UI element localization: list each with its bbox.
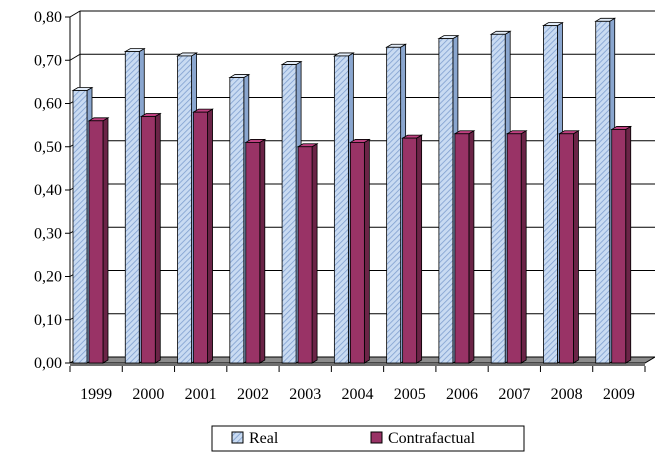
y-tick-label: 0,50 bbox=[34, 139, 62, 156]
bar-side bbox=[311, 143, 318, 364]
bar-front bbox=[490, 33, 506, 364]
bar-front bbox=[402, 137, 418, 364]
bar-front bbox=[229, 77, 245, 364]
bar-front bbox=[88, 120, 104, 364]
bar-side bbox=[102, 117, 109, 364]
y-tick-label: 0,00 bbox=[34, 355, 62, 372]
bar-front bbox=[559, 133, 574, 364]
bar-front bbox=[386, 46, 402, 364]
bar-contrafactual-2000 bbox=[139, 112, 162, 364]
gridline-depth bbox=[69, 10, 81, 18]
y-tick-label: 0,10 bbox=[34, 312, 62, 329]
bar-contrafactual-2007 bbox=[505, 130, 528, 364]
legend-box bbox=[211, 425, 525, 452]
bar-front bbox=[543, 25, 558, 364]
bar-side bbox=[207, 108, 213, 364]
bar-side bbox=[363, 138, 370, 364]
bar-front bbox=[611, 129, 627, 364]
x-tick-label: 2003 bbox=[289, 386, 321, 403]
x-tick-label: 2008 bbox=[551, 386, 583, 403]
bar-front bbox=[193, 111, 208, 364]
bar-side bbox=[259, 138, 266, 364]
labels: 0,00 0,10 0,20 0,30 0,40 0,50 0,60 0,70 0,80 1999… bbox=[34, 9, 635, 403]
bar-contrafactual-2009 bbox=[610, 125, 633, 364]
bar-front bbox=[281, 64, 297, 364]
bar-front bbox=[245, 142, 261, 364]
y-tick-label: 0,30 bbox=[34, 225, 62, 242]
x-tick-label: 1999 bbox=[80, 386, 112, 403]
bar-contrafactual-2005 bbox=[401, 134, 424, 364]
bar-contrafactual-2003 bbox=[296, 143, 319, 364]
y-tick-label: 0,40 bbox=[34, 182, 62, 199]
y-tick-label: 0,60 bbox=[34, 96, 62, 113]
y-tick-label: 0,80 bbox=[34, 9, 62, 26]
bar-contrafactual-2004 bbox=[348, 138, 371, 364]
legend-label-contrafactual: Contrafactual bbox=[388, 430, 476, 447]
y-tick-label: 0,20 bbox=[34, 269, 62, 286]
bar-side bbox=[573, 130, 579, 364]
bar-side bbox=[520, 130, 527, 364]
bar-side bbox=[468, 130, 475, 364]
legend: Real Contrafactual bbox=[211, 425, 525, 452]
bar-real-2005 bbox=[385, 43, 408, 364]
gridline-depth bbox=[69, 53, 81, 61]
bar-contrafactual-2001 bbox=[192, 108, 214, 364]
x-tick-label: 2007 bbox=[498, 386, 530, 403]
x-tick-label: 2005 bbox=[394, 386, 426, 403]
bar-front bbox=[72, 90, 88, 364]
x-tick-label: 2006 bbox=[446, 386, 478, 403]
bar-contrafactual-1999 bbox=[87, 117, 110, 364]
x-tick-label: 2000 bbox=[132, 386, 164, 403]
y-tick-label: 0,70 bbox=[34, 52, 62, 69]
bars bbox=[71, 17, 633, 364]
bar-front bbox=[595, 20, 611, 364]
x-tick-label: 2009 bbox=[603, 386, 635, 403]
bar-real-2006 bbox=[437, 34, 460, 364]
bar-front bbox=[297, 146, 313, 364]
bar-side bbox=[154, 112, 161, 364]
floor-front-edge bbox=[70, 363, 645, 366]
x-tick-label: 2001 bbox=[185, 386, 217, 403]
bar-contrafactual-2002 bbox=[244, 138, 267, 364]
bar-front bbox=[454, 133, 470, 364]
legend-label-real: Real bbox=[249, 430, 279, 447]
legend-swatch-contrafactual bbox=[370, 431, 383, 444]
bar-front bbox=[506, 133, 522, 364]
bar-front bbox=[333, 55, 349, 364]
bar-front bbox=[140, 116, 156, 364]
bar-front bbox=[438, 38, 454, 364]
bar-contrafactual-2006 bbox=[453, 130, 476, 364]
bar-side bbox=[625, 125, 632, 364]
bar-front bbox=[177, 55, 192, 364]
legend-swatch-real bbox=[231, 431, 244, 444]
bar-front bbox=[349, 142, 365, 364]
bar-contrafactual-2008 bbox=[558, 130, 580, 364]
x-tick-label: 2002 bbox=[237, 386, 269, 403]
bar-front bbox=[124, 51, 140, 364]
x-tick-label: 2004 bbox=[342, 386, 374, 403]
bar-side bbox=[416, 134, 423, 364]
